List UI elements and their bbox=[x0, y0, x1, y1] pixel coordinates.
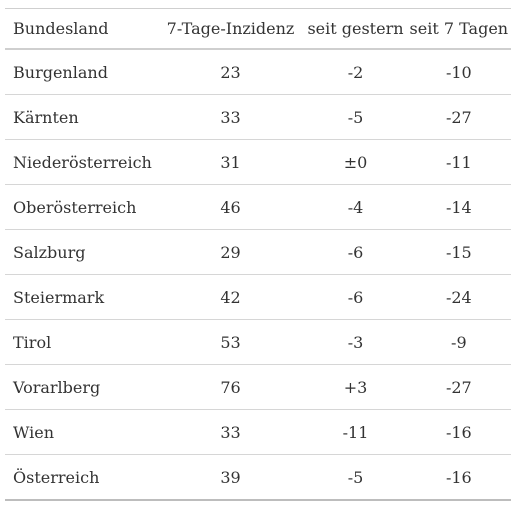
change-since-yesterday: -11 bbox=[342, 422, 369, 442]
incidence-value: 42 bbox=[220, 287, 241, 307]
incidence-value: 76 bbox=[220, 377, 241, 397]
state-name: Burgenland bbox=[13, 62, 108, 82]
change-since-yesterday: -3 bbox=[347, 332, 364, 352]
state-name: Niederösterreich bbox=[13, 152, 152, 172]
change-since-yesterday: +3 bbox=[343, 377, 368, 397]
change-since-7-days: -10 bbox=[445, 62, 472, 82]
state-name: Steiermark bbox=[13, 287, 105, 307]
change-since-7-days: -14 bbox=[445, 197, 472, 217]
change-since-yesterday: -6 bbox=[347, 242, 364, 262]
change-since-yesterday: -5 bbox=[347, 107, 364, 127]
state-name: Oberösterreich bbox=[13, 197, 137, 217]
change-since-yesterday: -2 bbox=[347, 62, 364, 82]
table-row-total: Österreich 39 -5 -16 bbox=[5, 455, 511, 501]
incidence-value: 39 bbox=[220, 467, 241, 487]
change-since-yesterday: -4 bbox=[347, 197, 364, 217]
state-name: Salzburg bbox=[13, 242, 86, 262]
change-since-7-days: -16 bbox=[445, 467, 472, 487]
state-name: Österreich bbox=[13, 467, 100, 487]
incidence-value: 33 bbox=[220, 422, 241, 442]
incidence-value: 33 bbox=[220, 107, 241, 127]
change-since-7-days: -27 bbox=[445, 107, 472, 127]
change-since-7-days: -27 bbox=[445, 377, 472, 397]
change-since-7-days: -16 bbox=[445, 422, 472, 442]
header-seit-gestern: seit gestern bbox=[307, 19, 404, 38]
incidence-value: 23 bbox=[220, 62, 241, 82]
change-since-7-days: -11 bbox=[445, 152, 472, 172]
state-name: Kärnten bbox=[13, 107, 79, 127]
table-row: Niederösterreich 31 ±0 -11 bbox=[5, 140, 511, 185]
change-since-yesterday: -5 bbox=[347, 467, 364, 487]
change-since-yesterday: ±0 bbox=[343, 152, 368, 172]
change-since-7-days: -9 bbox=[451, 332, 467, 352]
change-since-7-days: -24 bbox=[445, 287, 472, 307]
table-row: Kärnten 33 -5 -27 bbox=[5, 95, 511, 140]
table-row: Steiermark 42 -6 -24 bbox=[5, 275, 511, 320]
incidence-value: 53 bbox=[220, 332, 241, 352]
table-row: Tirol 53 -3 -9 bbox=[5, 320, 511, 365]
incidence-value: 46 bbox=[220, 197, 241, 217]
state-name: Tirol bbox=[13, 332, 52, 352]
state-name: Wien bbox=[13, 422, 55, 442]
change-since-7-days: -15 bbox=[445, 242, 472, 262]
table-row: Oberösterreich 46 -4 -14 bbox=[5, 185, 511, 230]
header-seit-7-tagen: seit 7 Tagen bbox=[409, 19, 509, 38]
table-header-row: Bundesland 7-Tage-Inzidenz seit gestern … bbox=[5, 8, 511, 50]
table-row: Wien 33 -11 -16 bbox=[5, 410, 511, 455]
table-row: Salzburg 29 -6 -15 bbox=[5, 230, 511, 275]
header-bundesland: Bundesland bbox=[13, 19, 109, 38]
incidence-value: 31 bbox=[220, 152, 241, 172]
table-row: Burgenland 23 -2 -10 bbox=[5, 50, 511, 95]
state-name: Vorarlberg bbox=[13, 377, 101, 397]
table-row: Vorarlberg 76 +3 -27 bbox=[5, 365, 511, 410]
incidence-value: 29 bbox=[220, 242, 241, 262]
incidence-table: Bundesland 7-Tage-Inzidenz seit gestern … bbox=[5, 8, 511, 501]
header-7-tage-inzidenz: 7-Tage-Inzidenz bbox=[166, 19, 295, 38]
change-since-yesterday: -6 bbox=[347, 287, 364, 307]
